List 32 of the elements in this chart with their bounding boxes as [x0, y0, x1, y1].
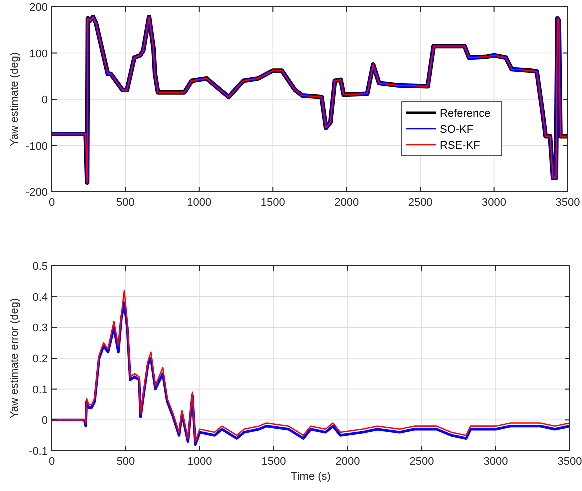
legend-label: SO-KF [440, 124, 474, 136]
x-tick-label: 500 [116, 197, 135, 209]
x-tick-label: 3500 [558, 456, 582, 468]
x-tick-label: 1000 [187, 197, 212, 209]
x-tick-label: 2500 [408, 197, 433, 209]
x-tick-label: 1000 [188, 456, 212, 468]
y-tick-label: 0.2 [32, 354, 48, 366]
x-tick-label: 2000 [336, 456, 360, 468]
x-tick-label: 1500 [262, 456, 286, 468]
x-tick-label: 3500 [556, 197, 580, 209]
y-tick-label: 100 [30, 48, 48, 60]
y-tick-label: 0.3 [32, 322, 48, 335]
y-tick-label: -200 [26, 187, 48, 199]
y-tick-label: 0.5 [32, 261, 48, 273]
y-tick-label: 0 [42, 415, 48, 428]
y-tick-label: -100 [26, 140, 48, 153]
x-tick-label: 3000 [484, 456, 508, 468]
y-axis-title: Yaw estimate (deg) [9, 52, 21, 146]
y-tick-label: 0 [42, 94, 48, 106]
x-tick-label: 500 [116, 456, 136, 468]
legend-label: RSE-KF [440, 140, 481, 152]
x-tick-label: 2500 [410, 456, 434, 468]
x-tick-label: 3000 [482, 197, 507, 209]
y-tick-label: -0.1 [29, 446, 48, 458]
y-tick-label: 0.1 [32, 384, 48, 396]
y-tick-label: 200 [30, 2, 48, 14]
x-tick-label: 2000 [334, 197, 360, 209]
x-axis-title: Time (s) [291, 471, 331, 483]
legend-label: Reference [440, 108, 491, 120]
x-tick-label: 1500 [260, 197, 286, 209]
y-axis-title: Yaw estimate error (deg) [9, 298, 21, 419]
y-tick-label: 0.4 [32, 292, 48, 304]
